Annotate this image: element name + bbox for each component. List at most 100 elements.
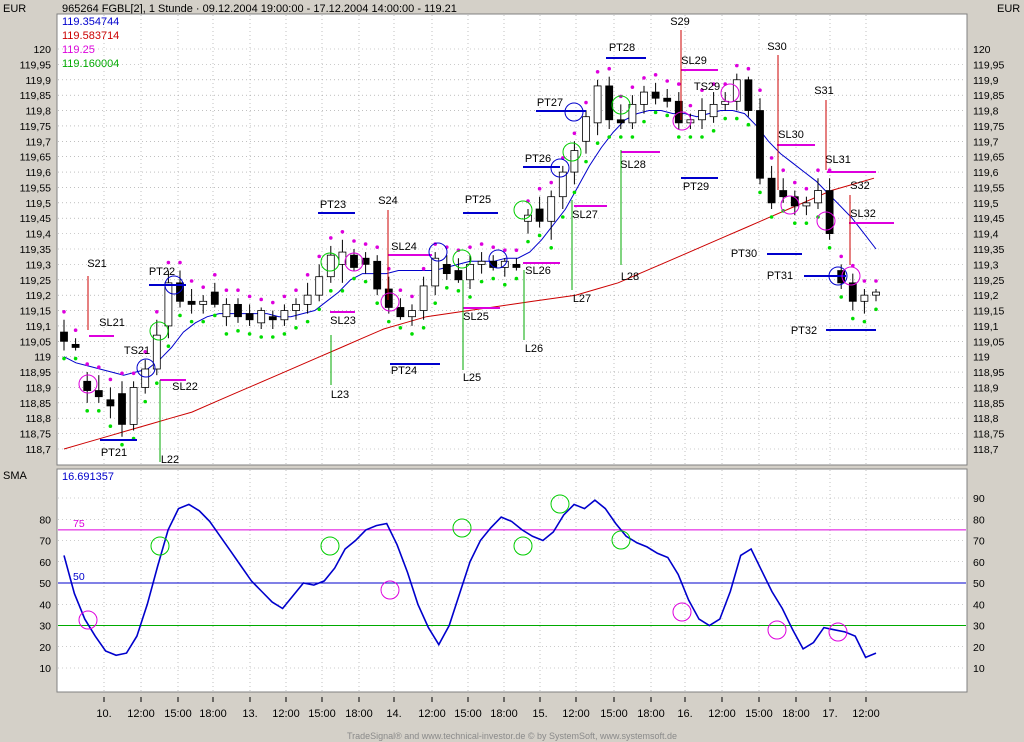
time-tick-label: 12:00 (272, 708, 300, 720)
price-tick-label-right: 119,35 (973, 244, 1004, 256)
price-tick-label-left: 118,7 (26, 444, 52, 456)
indicator-tick-label-right: 50 (973, 578, 985, 590)
currency-label-right: EUR (997, 3, 1021, 15)
price-tick-label-right: 119,4 (973, 229, 999, 241)
price-tick-label-right: 120 (973, 44, 991, 56)
indicator-tick-label-right: 10 (973, 663, 985, 675)
indicator-tick-label-left: 70 (39, 536, 51, 548)
time-tick-label: 14. (386, 708, 401, 720)
time-tick-label: 12:00 (708, 708, 736, 720)
time-tick-label: 15:00 (164, 708, 192, 720)
legend-ma-value: 119.583714 (62, 30, 120, 42)
price-tick-label-right: 119,65 (973, 152, 1004, 164)
price-tick-label-right: 119,8 (973, 106, 999, 118)
indicator-tick-label-right: 80 (973, 514, 985, 526)
indicator-plot-area (57, 469, 967, 692)
indicator-tick-label-right: 70 (973, 536, 985, 548)
price-tick-label-left: 119,15 (20, 306, 51, 318)
chart-title: 965264 FGBL[2], 1 Stunde · 09.12.2004 19… (62, 3, 457, 15)
time-tick-label: 10. (96, 708, 111, 720)
price-tick-label-left: 118,9 (26, 382, 52, 394)
indicator-tick-label-left: 40 (39, 599, 51, 611)
time-tick-label: 15:00 (308, 708, 336, 720)
indicator-tick-label-left: 30 (39, 621, 51, 633)
price-tick-label-left: 119,9 (26, 75, 52, 87)
indicator-tick-label-right: 20 (973, 642, 985, 654)
price-tick-label-right: 119,2 (973, 290, 999, 302)
price-tick-label-right: 119,7 (973, 136, 999, 148)
price-tick-label-left: 119 (34, 352, 51, 364)
price-tick-label-right: 119,95 (973, 59, 1004, 71)
price-tick-label-left: 119,45 (20, 213, 51, 225)
indicator-value: 16.691357 (62, 471, 114, 483)
price-tick-label-left: 119,05 (20, 336, 51, 348)
price-tick-label-right: 119,75 (973, 121, 1004, 133)
time-tick-label: 15:00 (454, 708, 482, 720)
time-tick-label: 18:00 (345, 708, 373, 720)
time-tick-label: 17. (822, 708, 837, 720)
indicator-name: SMA (3, 470, 27, 482)
price-tick-label-left: 119,3 (26, 259, 52, 271)
price-tick-label-right: 118,7 (973, 444, 999, 456)
price-tick-label-right: 119,85 (973, 90, 1004, 102)
time-tick-label: 16. (677, 708, 692, 720)
price-tick-label-left: 119,85 (20, 90, 51, 102)
price-tick-label-left: 119,7 (26, 136, 52, 148)
footer-credit: TradeSignal® and www.technical-investor.… (346, 731, 678, 741)
indicator-tick-label-left: 80 (39, 514, 51, 526)
time-tick-label: 12:00 (852, 708, 880, 720)
price-tick-label-right: 119 (973, 352, 990, 364)
price-tick-label-right: 119,05 (973, 336, 1004, 348)
price-tick-label-left: 120 (33, 44, 51, 56)
time-tick-label: 18:00 (782, 708, 810, 720)
indicator-tick-label-right: 30 (973, 621, 985, 633)
price-tick-label-left: 119,1 (26, 321, 52, 333)
indicator-tick-label-left: 10 (39, 663, 51, 675)
price-tick-label-right: 118,95 (973, 367, 1004, 379)
time-tick-label: 15:00 (745, 708, 773, 720)
price-tick-label-left: 119,5 (26, 198, 52, 210)
time-tick-label: 12:00 (127, 708, 155, 720)
price-tick-label-left: 119,2 (26, 290, 52, 302)
price-tick-label-left: 119,25 (20, 275, 51, 287)
indicator-tick-label-right: 90 (973, 493, 985, 505)
indicator-tick-label-left: 50 (39, 578, 51, 590)
price-tick-label-left: 118,8 (26, 413, 52, 425)
price-tick-label-right: 119,45 (973, 213, 1004, 225)
price-tick-label-right: 119,5 (973, 198, 999, 210)
time-tick-label: 18:00 (637, 708, 665, 720)
price-tick-label-left: 119,4 (26, 229, 52, 241)
price-tick-label-right: 119,25 (973, 275, 1004, 287)
time-tick-label: 18:00 (199, 708, 227, 720)
time-tick-label: 15:00 (600, 708, 628, 720)
price-tick-label-right: 118,8 (973, 413, 999, 425)
price-tick-label-right: 119,3 (973, 259, 999, 271)
price-tick-label-left: 119,35 (20, 244, 51, 256)
legend-sma-value: 119.354744 (62, 16, 120, 28)
price-tick-label-left: 119,95 (20, 59, 51, 71)
price-tick-label-right: 119,1 (973, 321, 999, 333)
indicator-tick-label-right: 60 (973, 557, 985, 569)
price-tick-label-right: 118,85 (973, 398, 1004, 410)
time-tick-label: 18:00 (490, 708, 518, 720)
price-tick-label-left: 118,75 (20, 429, 51, 441)
price-tick-label-left: 119,55 (20, 182, 51, 194)
time-tick-label: 12:00 (418, 708, 446, 720)
legend-stop-value: 119.25 (62, 44, 95, 56)
price-tick-label-left: 119,6 (26, 167, 52, 179)
price-plot-area (57, 14, 967, 465)
price-tick-label-left: 119,75 (20, 121, 51, 133)
indicator-tick-label-right: 40 (973, 599, 985, 611)
legend-target-value: 119.160004 (62, 58, 120, 70)
indicator-tick-label-left: 20 (39, 642, 51, 654)
currency-label-left: EUR (3, 3, 27, 15)
price-tick-label-right: 119,9 (973, 75, 999, 87)
price-tick-label-right: 119,15 (973, 306, 1004, 318)
price-tick-label-left: 118,85 (20, 398, 51, 410)
time-tick-label: 13. (242, 708, 257, 720)
price-tick-label-left: 119,8 (26, 106, 52, 118)
price-tick-label-left: 118,95 (20, 367, 51, 379)
price-tick-label-right: 118,75 (973, 429, 1004, 441)
indicator-tick-label-left: 60 (39, 557, 51, 569)
price-tick-label-right: 119,6 (973, 167, 999, 179)
